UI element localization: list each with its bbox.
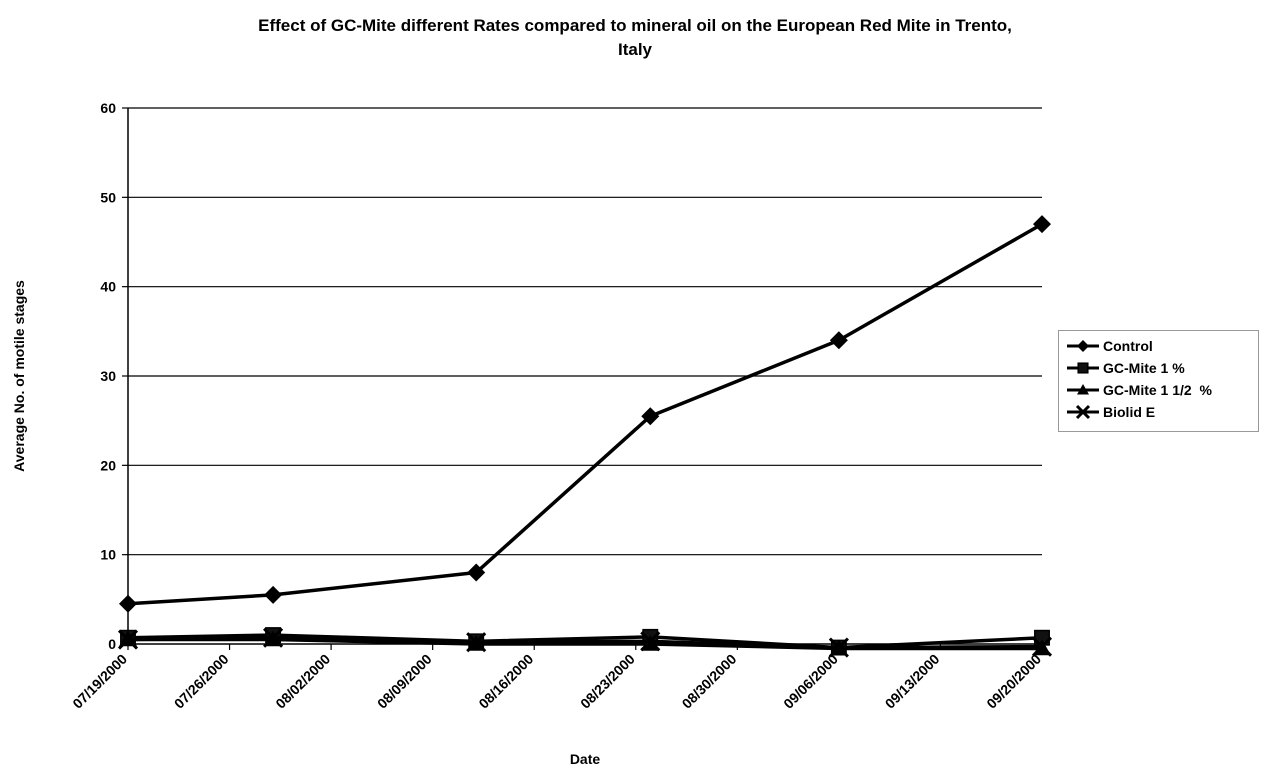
series-line <box>127 222 1043 606</box>
triangle-marker <box>1077 384 1089 395</box>
diamond-marker <box>119 594 137 613</box>
x-tick-label: 08/09/2000 <box>374 651 435 712</box>
x-marker <box>466 632 487 653</box>
legend-item: GC-Mite 1 1/2 % <box>1065 379 1252 401</box>
y-tick-label: 40 <box>100 279 116 295</box>
legend-label: Control <box>1103 338 1153 354</box>
legend-item: Control <box>1065 335 1252 357</box>
y-tick-label: 10 <box>100 547 116 563</box>
x-tick-label: 09/06/2000 <box>780 651 841 712</box>
legend-label: GC-Mite 1 % <box>1103 360 1185 376</box>
x-marker <box>1031 636 1053 657</box>
series-line <box>127 635 1043 650</box>
chart-title-line2: Italy <box>617 40 653 59</box>
x-marker <box>1075 404 1091 420</box>
legend-swatch <box>1067 404 1099 420</box>
y-tick-label: 60 <box>100 100 116 116</box>
diamond-marker <box>641 407 660 426</box>
x-axis-title: Date <box>570 751 601 767</box>
legend-label: GC-Mite 1 1/2 % <box>1103 382 1212 398</box>
legend-swatch <box>1067 384 1099 395</box>
x-tick-label: 08/02/2000 <box>272 651 333 712</box>
legend-label: Biolid E <box>1103 404 1156 420</box>
diamond-marker <box>1033 215 1051 234</box>
legend-item: Biolid E <box>1065 401 1252 423</box>
legend-swatch <box>1067 340 1099 352</box>
chart-title-line1: Effect of GC-Mite different Rates compar… <box>258 16 1012 35</box>
x-tick-label: 07/19/2000 <box>69 651 130 712</box>
diamond-marker <box>1077 340 1089 352</box>
y-tick-label: 50 <box>100 189 116 205</box>
y-axis-title: Average No. of motile stages <box>11 280 27 472</box>
x-marker <box>263 627 284 648</box>
x-tick-label: 09/13/2000 <box>882 651 943 712</box>
x-tick-label: 08/23/2000 <box>577 651 638 712</box>
y-tick-label: 0 <box>108 636 116 652</box>
x-marker <box>640 631 661 652</box>
diamond-marker <box>467 563 486 582</box>
y-tick-label: 30 <box>100 368 116 384</box>
x-tick-label: 08/16/2000 <box>475 651 536 712</box>
series-biolid-e <box>117 627 1053 658</box>
square-marker <box>1077 362 1089 374</box>
x-marker <box>117 629 139 650</box>
y-tick-label: 20 <box>100 457 116 473</box>
chart-legend: Control GC-Mite 1 % GC-Mite 1 1/2 % Biolid … <box>1058 330 1259 432</box>
diamond-marker <box>264 585 283 604</box>
legend-swatch <box>1067 362 1099 374</box>
series-control <box>119 215 1051 613</box>
x-tick-label: 09/20/2000 <box>983 651 1044 712</box>
legend-item: GC-Mite 1 % <box>1065 357 1252 379</box>
x-tick-label: 08/30/2000 <box>679 651 740 712</box>
x-marker <box>828 637 849 658</box>
chart-title: Effect of GC-Mite different Rates compar… <box>0 14 1270 62</box>
diamond-marker <box>829 331 848 350</box>
x-tick-label: 07/26/2000 <box>171 651 232 712</box>
